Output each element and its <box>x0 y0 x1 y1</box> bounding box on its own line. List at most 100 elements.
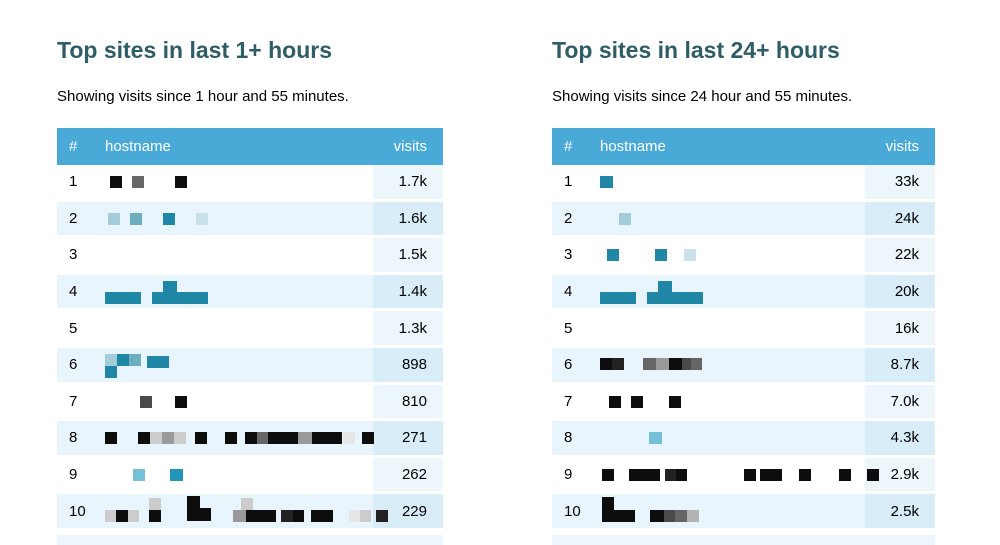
redacted-hostname <box>600 202 865 236</box>
redaction-block <box>867 468 879 481</box>
top-sites-table-24h: # hostname visits 1 33k 2 24k 3 22k 4 20k 5 16k 6 8… <box>552 128 935 545</box>
redacted-hostname <box>600 494 865 528</box>
col-header-rank[interactable]: # <box>69 138 78 155</box>
table-row: 10 2.5k <box>552 494 935 531</box>
redaction-block <box>631 395 643 408</box>
table-row: 1 33k <box>552 165 935 202</box>
table-row: 9 2.9k <box>552 457 935 495</box>
table-row: 7 810 <box>57 384 443 422</box>
redaction-block <box>163 291 208 304</box>
redacted-hostname <box>600 421 865 455</box>
rank-cell: 5 <box>564 319 573 337</box>
redaction-block <box>312 432 342 445</box>
redaction-block <box>108 212 120 225</box>
table-header: # hostname visits <box>57 128 443 165</box>
table-row: 10 229 <box>57 494 443 531</box>
visits-cell: 810 <box>373 384 443 419</box>
redaction-block <box>600 176 613 188</box>
hostname-cell <box>105 275 373 309</box>
hostname-cell <box>105 202 373 236</box>
redaction-block <box>105 365 117 378</box>
col-header-hostname[interactable]: hostname <box>600 138 666 155</box>
table-row: 6 898 <box>57 347 443 385</box>
table-row: 2 24k <box>552 201 935 239</box>
redaction-block <box>105 291 141 304</box>
redaction-block <box>175 395 187 408</box>
visits-cell: 2.5k <box>865 494 935 528</box>
redaction-block <box>132 176 144 188</box>
rank-cell: 6 <box>564 356 573 374</box>
redaction-block <box>187 496 200 510</box>
rank-cell: 2 <box>69 209 78 227</box>
rank-cell: 7 <box>69 392 78 410</box>
redaction-block <box>116 510 128 523</box>
col-header-hostname[interactable]: hostname <box>105 138 171 155</box>
redaction-block <box>150 432 162 445</box>
redacted-hostname <box>105 238 373 272</box>
table-header: # hostname visits <box>552 128 935 165</box>
redacted-hostname <box>105 165 373 199</box>
col-header-rank[interactable]: # <box>564 138 573 155</box>
redaction-block <box>293 510 304 523</box>
redaction-block <box>655 249 667 262</box>
panel-subtitle: Showing visits since 1 hour and 55 minut… <box>57 88 349 105</box>
redacted-hostname <box>105 385 373 419</box>
redaction-block <box>744 468 756 481</box>
hostname-cell <box>105 458 373 492</box>
rank-cell: 9 <box>69 466 78 484</box>
redaction-block <box>281 510 293 523</box>
rank-cell: 3 <box>69 246 78 264</box>
rank-cell: 2 <box>564 209 573 227</box>
rank-cell: 5 <box>69 319 78 337</box>
partial-next-row <box>57 530 443 545</box>
redaction-block <box>246 510 276 523</box>
rank-cell: 9 <box>564 466 573 484</box>
hostname-cell <box>600 458 879 492</box>
redaction-block <box>676 468 687 481</box>
table-row: 3 1.5k <box>57 238 443 275</box>
redaction-block <box>658 291 703 304</box>
rank-cell: 3 <box>564 246 573 264</box>
panel-title: Top sites in last 24+ hours <box>552 37 840 63</box>
redaction-block <box>609 395 621 408</box>
top-sites-table-1h: # hostname visits 1 1.7k 2 1.6k 3 1.5k 4 1.4k 5 1… <box>57 128 443 545</box>
redaction-block <box>664 510 675 523</box>
table-row: 3 22k <box>552 238 935 275</box>
redaction-block <box>105 510 116 523</box>
redacted-hostname <box>105 494 388 528</box>
hostname-cell <box>600 421 865 455</box>
col-header-visits[interactable]: visits <box>393 138 427 155</box>
redaction-block <box>233 510 246 523</box>
visits-cell: 271 <box>373 421 443 455</box>
redaction-block <box>665 468 676 481</box>
visits-cell: 4.3k <box>865 421 935 455</box>
redaction-block <box>349 510 360 523</box>
rank-cell: 7 <box>564 392 573 410</box>
hostname-cell <box>105 421 374 455</box>
redaction-block <box>760 468 782 481</box>
table-row: 7 7.0k <box>552 384 935 422</box>
redaction-block <box>602 510 635 523</box>
col-header-visits[interactable]: visits <box>885 138 919 155</box>
hostname-cell <box>600 348 865 382</box>
table-row: 4 20k <box>552 274 935 312</box>
redaction-block <box>799 468 811 481</box>
redaction-block <box>684 249 696 262</box>
redaction-block <box>163 212 175 225</box>
table-row: 2 1.6k <box>57 201 443 239</box>
redaction-block <box>174 432 186 445</box>
redaction-block <box>656 357 669 370</box>
hostname-cell <box>600 385 865 419</box>
redaction-block <box>658 280 672 293</box>
hostname-cell <box>600 202 865 236</box>
redaction-block <box>650 510 664 523</box>
redaction-block <box>241 498 253 511</box>
hostname-cell <box>600 311 865 345</box>
rank-cell: 8 <box>564 429 573 447</box>
hostname-cell <box>600 275 865 309</box>
table-row: 5 1.3k <box>57 311 443 348</box>
redaction-block <box>649 432 662 445</box>
redaction-block <box>152 291 165 304</box>
redaction-block <box>268 432 298 445</box>
